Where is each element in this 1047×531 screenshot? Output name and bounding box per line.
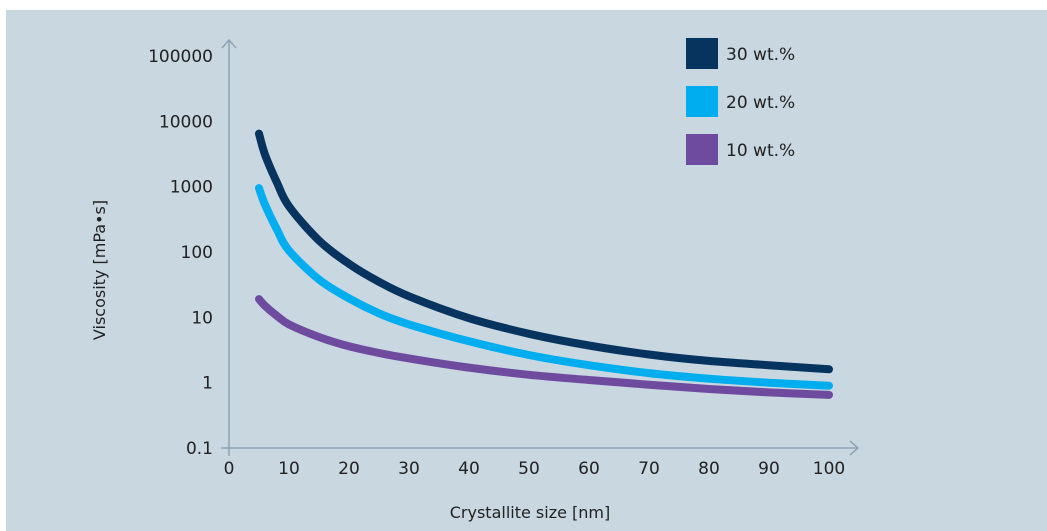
series-line-2 — [255, 184, 833, 390]
legend-swatch — [686, 86, 718, 117]
x-tick-label: 60 — [578, 459, 600, 479]
x-tick-label: 70 — [638, 459, 660, 479]
y-axis-arrow — [221, 38, 237, 49]
x-tick-label: 90 — [758, 459, 780, 479]
y-axis-title: Viscosity [mPa•s] — [90, 200, 109, 340]
x-tick-label: 40 — [458, 459, 480, 479]
y-tick-label: 10000 — [159, 112, 213, 132]
y-tick-label: 1000 — [170, 178, 213, 198]
legend-swatch — [686, 38, 718, 69]
legend-label: 10 wt.% — [726, 141, 795, 161]
x-tick-labels: 0 10 20 30 40 50 60 70 80 90 100 — [224, 459, 846, 479]
y-tick-label: 10 — [191, 308, 213, 328]
x-tick-label: 30 — [398, 459, 420, 479]
x-tick-label: 80 — [698, 459, 720, 479]
viscosity-chart: 0 10 20 30 40 50 60 70 80 90 100 0.1 1 10 100 1000 1000… — [90, 38, 860, 522]
y-tick-label: 0.1 — [186, 439, 213, 459]
x-axis-arrow — [849, 440, 860, 456]
series-line-1 — [255, 129, 833, 374]
x-tick-label: 0 — [224, 459, 235, 479]
series-lines — [255, 129, 833, 399]
x-tick-label: 20 — [338, 459, 360, 479]
y-tick-labels: 0.1 1 10 100 1000 10000 100000 — [148, 47, 213, 459]
y-tick-label: 1 — [202, 374, 213, 394]
x-tick-label: 10 — [278, 459, 300, 479]
chart-panel: 0 10 20 30 40 50 60 70 80 90 100 0.1 1 10 100 1000 1000… — [6, 10, 1047, 531]
series-line-3 — [255, 295, 833, 399]
legend-label: 30 wt.% — [726, 45, 795, 65]
legend-swatch — [686, 134, 718, 165]
x-tick-label: 100 — [813, 459, 845, 479]
y-tick-label: 100000 — [148, 47, 213, 67]
y-tick-label: 100 — [181, 243, 213, 263]
x-axis-title: Crystallite size [nm] — [450, 503, 611, 522]
legend: 30 wt.% 20 wt.% 10 wt.% — [686, 38, 795, 165]
axes — [221, 38, 860, 456]
x-tick-label: 50 — [518, 459, 540, 479]
legend-label: 20 wt.% — [726, 93, 795, 113]
